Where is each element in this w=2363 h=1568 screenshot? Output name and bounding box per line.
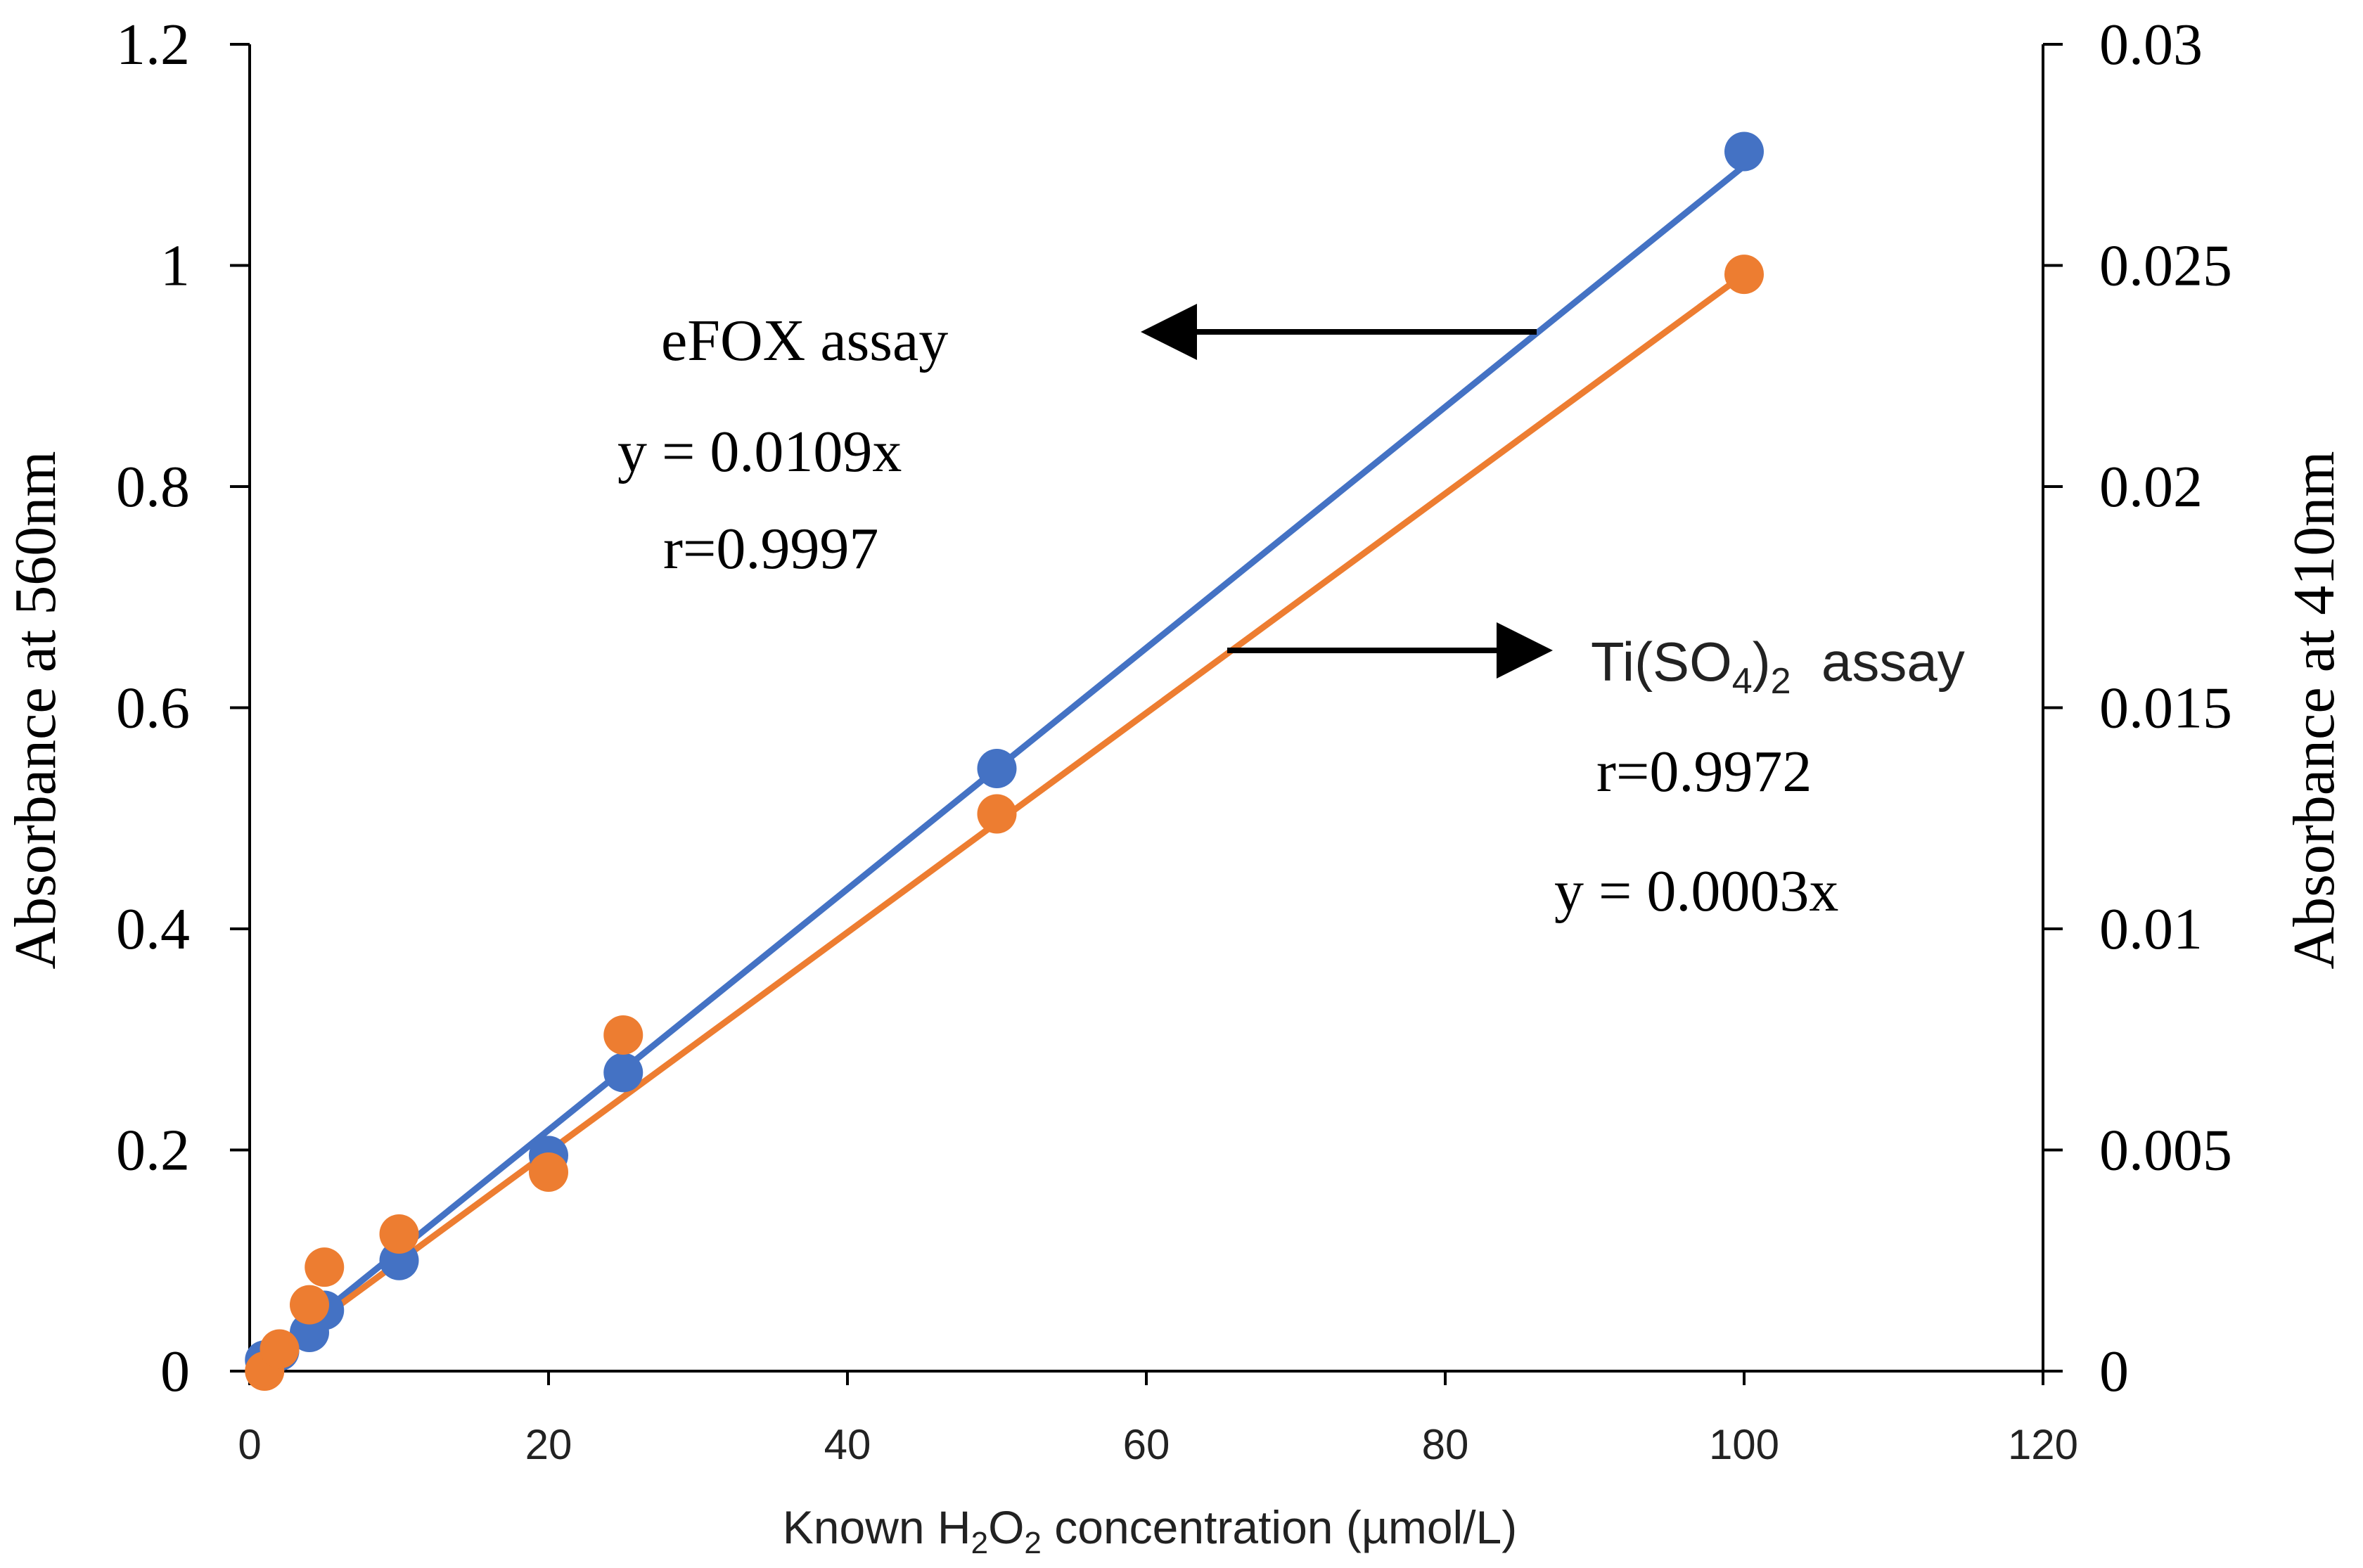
x-tick-label: 40 — [824, 1421, 871, 1468]
left-y-tick-label: 1 — [160, 233, 190, 299]
ti-title-sub1: 4 — [1732, 661, 1753, 702]
x-axis-title: Known H2O2 concentration (µmol/L) — [783, 1501, 1517, 1560]
ti-data-point — [977, 794, 1017, 834]
ti-title-post: assay — [1791, 631, 1965, 693]
right-y-tick-label: 0.03 — [2099, 12, 2203, 77]
x-tick-label: 20 — [525, 1421, 572, 1468]
ti-data-point — [290, 1285, 329, 1325]
y-axis-title-left: Absorbance at 560nm — [3, 451, 68, 969]
x-tick-label: 120 — [2008, 1421, 2078, 1468]
right-y-tick-label: 0.005 — [2099, 1118, 2232, 1183]
ti-title-pre: Ti(SO — [1591, 631, 1732, 693]
right-y-tick-label: 0 — [2099, 1339, 2129, 1404]
ti-r: r=0.9972 — [1596, 739, 1812, 804]
left-y-tick-label: 0 — [160, 1339, 190, 1404]
efox-data-point — [603, 1053, 643, 1093]
efox-data-point — [1724, 131, 1764, 172]
right-y-tick-label: 0.025 — [2099, 233, 2232, 299]
left-y-tick-label: 0.2 — [116, 1118, 190, 1183]
ti-data-point — [305, 1247, 345, 1287]
right-y-ticks: 0 0.005 0.01 0.015 0.02 0.025 0.03 — [2043, 12, 2232, 1404]
ti-title: Ti(SO4)2 assay — [1591, 631, 1965, 702]
left-y-tick-label: 1.2 — [116, 12, 190, 77]
right-y-tick-label: 0.02 — [2099, 454, 2203, 520]
x-tick-label: 0 — [238, 1421, 261, 1468]
x-axis-title-sub2: 2 — [1024, 1526, 1041, 1560]
ti-data-point — [603, 1015, 643, 1055]
x-tick-label: 60 — [1123, 1421, 1170, 1468]
ti-title-sub2: 2 — [1771, 661, 1791, 702]
left-y-tick-label: 0.4 — [116, 897, 190, 962]
x-axis-title-post: concentration (µmol/L) — [1042, 1501, 1517, 1553]
left-y-tick-label: 0.6 — [116, 676, 190, 741]
x-tick-label: 80 — [1422, 1421, 1469, 1468]
efox-title: eFOX assay — [661, 308, 948, 373]
data-points — [245, 131, 1764, 1391]
x-axis-title-mid: O — [988, 1501, 1024, 1553]
x-tick-label: 100 — [1709, 1421, 1779, 1468]
ti-title-mid: ) — [1753, 631, 1771, 693]
y-axis-title-right: Absorbance at 410nm — [2281, 451, 2347, 969]
ti-data-point — [529, 1152, 568, 1192]
efox-data-point — [977, 748, 1017, 788]
left-y-ticks: 0 0.2 0.4 0.6 0.8 1 1.2 — [116, 12, 250, 1404]
efox-r: r=0.9997 — [663, 516, 878, 581]
x-axis-title-pre: Known H — [783, 1501, 971, 1553]
ti-data-point — [260, 1329, 300, 1369]
x-axis-title-sub1: 2 — [971, 1526, 988, 1560]
left-y-tick-label: 0.8 — [116, 454, 190, 520]
right-y-tick-label: 0.015 — [2099, 676, 2232, 741]
efox-equation: y = 0.0109x — [617, 419, 902, 484]
ti-data-point — [1724, 255, 1764, 295]
x-ticks: 0 20 40 60 80 100 120 — [238, 1371, 2078, 1468]
ti-equation: y = 0.0003x — [1554, 859, 1838, 924]
right-y-tick-label: 0.01 — [2099, 897, 2203, 962]
ti-data-point — [379, 1214, 419, 1254]
